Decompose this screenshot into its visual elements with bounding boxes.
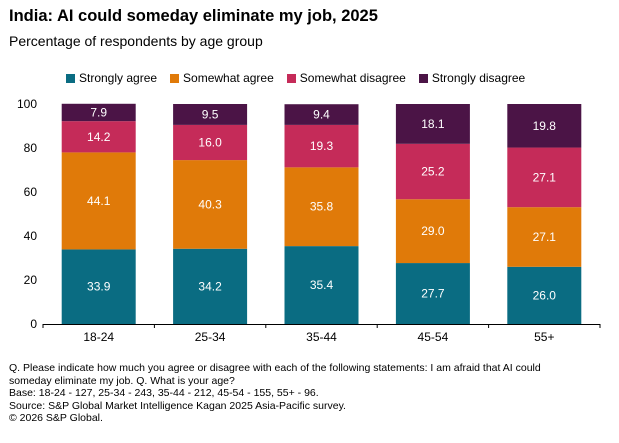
data-label: 44.1 xyxy=(87,194,111,208)
legend-item-strongly-disagree: Strongly disagree xyxy=(418,71,526,85)
legend-label-somewhat-agree: Somewhat agree xyxy=(183,71,274,85)
data-label: 18.1 xyxy=(421,117,445,131)
chart-subtitle: Percentage of respondents by age group xyxy=(9,33,263,49)
legend-label-somewhat-disagree: Somewhat disagree xyxy=(299,71,406,85)
x-tick-label: 45-54 xyxy=(418,330,449,344)
legend-item-strongly-agree: Strongly agree xyxy=(66,71,157,85)
legend-swatch-somewhat-agree xyxy=(170,73,180,83)
legend-item-somewhat-disagree: Somewhat disagree xyxy=(286,71,406,85)
bar-segment xyxy=(507,147,582,208)
bar-segment xyxy=(395,199,470,264)
x-tick-label: 35-44 xyxy=(306,330,337,344)
data-label: 14.2 xyxy=(87,130,111,144)
bar-segment xyxy=(507,104,582,148)
data-label: 16.0 xyxy=(198,136,222,150)
data-label: 25.2 xyxy=(421,165,445,179)
y-tick-label: 0 xyxy=(30,317,37,331)
bar-segment xyxy=(395,104,470,144)
data-label: 29.0 xyxy=(421,224,445,238)
bar-segment xyxy=(284,246,359,324)
bar-segment xyxy=(395,263,470,324)
bar-segment xyxy=(61,121,136,153)
y-tick-label: 80 xyxy=(24,141,38,155)
x-tick-label: 55+ xyxy=(534,330,554,344)
legend-label-strongly-agree: Strongly agree xyxy=(79,71,158,85)
data-label: 7.9 xyxy=(90,105,107,119)
y-tick-label: 20 xyxy=(24,273,38,287)
data-label: 19.8 xyxy=(533,119,557,133)
chart-title: India: AI could someday eliminate my job… xyxy=(9,7,378,25)
y-tick-label: 40 xyxy=(24,229,38,243)
data-label: 27.1 xyxy=(533,170,557,184)
bar-segment xyxy=(173,104,248,125)
footnote-copyright: © 2026 S&P Global. xyxy=(9,412,103,425)
legend: Strongly agree Somewhat agree Somewhat d… xyxy=(66,70,538,86)
legend-swatch-strongly-disagree xyxy=(418,73,428,83)
bar-segment xyxy=(507,207,582,267)
bar-segment xyxy=(61,249,136,324)
bar-segment xyxy=(507,266,582,324)
data-label: 40.3 xyxy=(198,197,222,211)
y-tick-label: 100 xyxy=(17,97,37,111)
data-label: 35.8 xyxy=(310,200,334,214)
footnote-base: Base: 18-24 - 127, 25-34 - 243, 35-44 - … xyxy=(9,387,319,400)
data-label: 33.9 xyxy=(87,280,111,294)
bar-segment xyxy=(284,104,359,125)
bar-segment xyxy=(395,143,470,200)
bar-segment xyxy=(173,124,248,161)
data-label: 9.4 xyxy=(313,108,330,122)
x-tick-label: 25-34 xyxy=(195,330,226,344)
data-label: 35.4 xyxy=(310,278,334,292)
bar-segment xyxy=(61,103,136,122)
footnote-question-line1: Q. Please indicate how much you agree or… xyxy=(9,362,541,374)
data-label: 9.5 xyxy=(202,107,219,121)
bar-segment xyxy=(173,248,248,324)
data-label: 26.0 xyxy=(533,288,557,302)
data-label: 27.7 xyxy=(421,287,445,301)
bar-segment xyxy=(284,167,359,247)
bar-segment xyxy=(61,152,136,250)
legend-swatch-somewhat-disagree xyxy=(286,73,296,83)
bar-segment xyxy=(284,124,359,168)
data-label: 27.1 xyxy=(533,230,557,244)
footnotes: Q. Please indicate how much you agree or… xyxy=(9,362,614,425)
footnote-question-line2: someday eliminate my job. Q. What is you… xyxy=(9,374,235,387)
data-label: 34.2 xyxy=(198,279,222,293)
legend-label-strongly-disagree: Strongly disagree xyxy=(431,71,526,85)
data-label: 19.3 xyxy=(310,139,334,153)
legend-swatch-strongly-agree xyxy=(66,73,75,83)
x-tick-label: 18-24 xyxy=(83,330,114,344)
y-tick-label: 60 xyxy=(24,185,38,199)
legend-item-somewhat-agree: Somewhat agree xyxy=(170,71,274,85)
footnote-source: Source: S&P Global Market Intelligence K… xyxy=(9,399,346,412)
bar-segment xyxy=(173,160,248,249)
